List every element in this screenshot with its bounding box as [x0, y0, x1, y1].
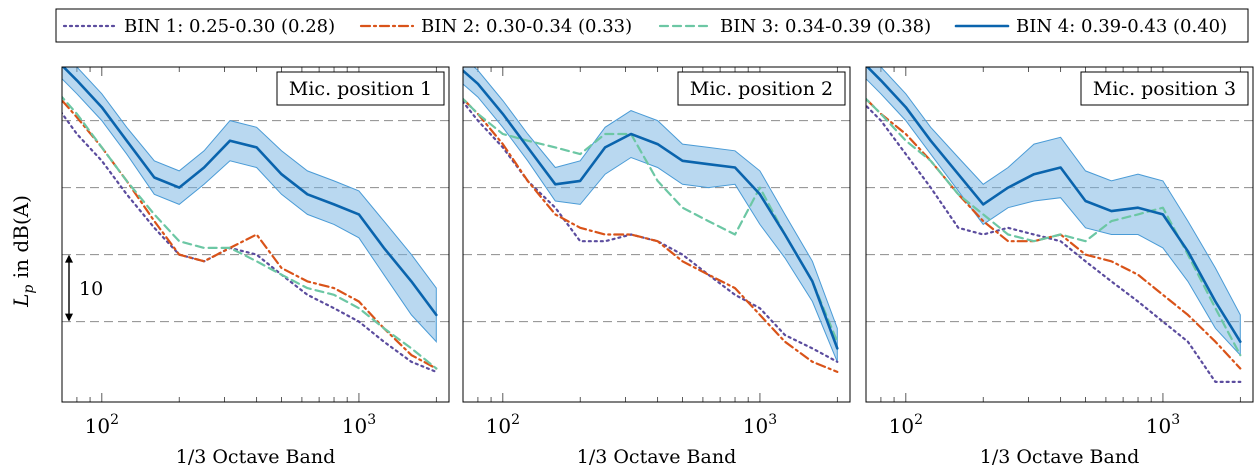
confidence-band [62, 67, 437, 343]
panel: Mic. position 3 102 103 1/3 Octave Band [865, 66, 1254, 468]
x-axis-label: 1/3 Octave Band [577, 446, 737, 468]
legend-label: BIN 1: 0.25-0.30 (0.28) [124, 16, 335, 37]
panel-data [62, 67, 438, 373]
y-axis-label: Lp in dB(A) [9, 195, 37, 308]
panel: Mic. position 1 102 103 1/3 Octave Band 10 [61, 66, 450, 468]
panel-title-box [677, 71, 846, 106]
panel: Mic. position 2 102 103 1/3 Octave Band [462, 66, 851, 468]
x-axis-label: 1/3 Octave Band [980, 446, 1140, 468]
series-line [463, 100, 839, 363]
panel-title-box [276, 71, 445, 106]
series-line [463, 97, 839, 373]
series-line [62, 67, 438, 317]
panel-title: Mic. position 3 [1080, 71, 1249, 106]
series-line [62, 98, 438, 370]
y-axis-label-text: Lp in dB(A) [9, 195, 37, 308]
panel-title-box [1080, 71, 1249, 106]
panel-title: Mic. position 1 [276, 71, 445, 106]
x-tick-label: 102 [889, 412, 923, 438]
scale-arrow-head-up [65, 254, 73, 263]
legend-box [55, 8, 1249, 43]
scale-annotation: 10 [65, 254, 103, 322]
x-tick-label: 102 [85, 412, 119, 438]
x-tick-label: 103 [743, 412, 777, 438]
panel-title-text: Mic. position 2 [690, 78, 833, 100]
scale-arrow-head-down [65, 313, 73, 322]
series-line [866, 97, 1242, 370]
panel-frame [462, 66, 851, 403]
panel-title: Mic. position 2 [677, 71, 846, 106]
x-tick-label: 103 [342, 412, 376, 438]
legend-label: BIN 3: 0.34-0.39 (0.38) [720, 16, 931, 37]
panel-data [463, 67, 839, 373]
x-tick-label: 103 [1146, 412, 1180, 438]
panel-frame [865, 66, 1254, 403]
x-tick-label: 102 [486, 412, 520, 438]
panel-title-text: Mic. position 3 [1093, 78, 1236, 100]
panel-title-text: Mic. position 1 [289, 78, 432, 100]
series-line [463, 68, 839, 350]
x-axis-label: 1/3 Octave Band [176, 446, 336, 468]
legend-label: BIN 2: 0.30-0.34 (0.33) [421, 16, 632, 37]
series-line [463, 97, 839, 343]
legend-label: BIN 4: 0.39-0.43 (0.40) [1016, 16, 1227, 37]
series-line [866, 104, 1242, 383]
legend: BIN 1: 0.25-0.30 (0.28) BIN 2: 0.30-0.34 … [55, 8, 1249, 43]
panel-frame [61, 66, 450, 403]
series-line [866, 67, 1242, 343]
panel-data [866, 67, 1242, 383]
scale-label: 10 [79, 278, 103, 300]
series-line [62, 111, 438, 373]
